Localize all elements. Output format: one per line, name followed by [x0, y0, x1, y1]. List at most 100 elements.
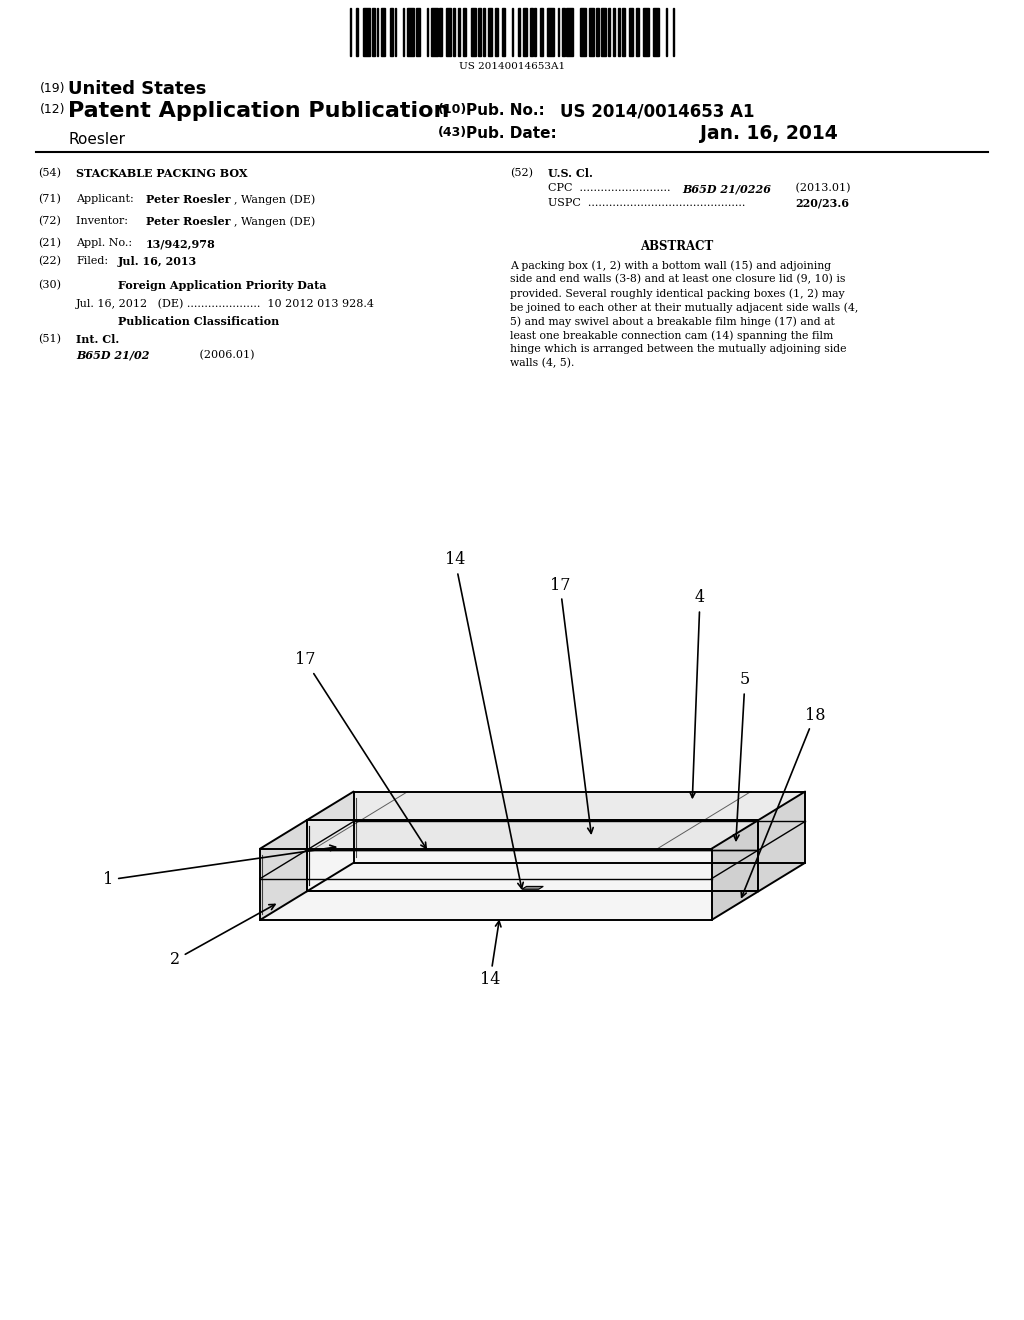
Text: USPC  .............................................: USPC ...................................…	[548, 198, 753, 209]
Bar	[636, 8, 639, 55]
Bar	[540, 8, 543, 55]
Polygon shape	[260, 849, 712, 920]
Text: (52): (52)	[510, 168, 534, 178]
Text: 1: 1	[102, 845, 336, 888]
Text: Publication Classification: Publication Classification	[118, 315, 280, 327]
Text: ABSTRACT: ABSTRACT	[640, 240, 714, 253]
Text: walls (4, 5).: walls (4, 5).	[510, 358, 574, 368]
Text: Inventor:: Inventor:	[76, 216, 131, 226]
Text: 18: 18	[741, 706, 825, 898]
Bar	[482, 8, 485, 55]
Text: Filed:: Filed:	[76, 256, 109, 267]
Polygon shape	[759, 792, 805, 891]
Text: B65D 21/02: B65D 21/02	[76, 350, 150, 360]
Text: Jan. 16, 2014: Jan. 16, 2014	[700, 124, 838, 143]
Bar	[502, 8, 505, 55]
Text: US 2014/0014653 A1: US 2014/0014653 A1	[560, 103, 755, 121]
Bar	[589, 8, 594, 55]
Text: be joined to each other at their mutually adjacent side walls (4,: be joined to each other at their mutuall…	[510, 302, 858, 313]
Text: Pub. Date:: Pub. Date:	[466, 125, 557, 141]
Text: 220/23.6: 220/23.6	[795, 198, 849, 209]
Polygon shape	[522, 887, 544, 890]
Text: 17: 17	[295, 652, 426, 849]
Bar	[362, 8, 370, 55]
Bar	[463, 8, 466, 55]
Bar	[390, 8, 393, 55]
Text: Applicant:: Applicant:	[76, 194, 137, 205]
Text: (2006.01): (2006.01)	[168, 350, 255, 360]
Polygon shape	[260, 820, 307, 920]
Text: (43): (43)	[438, 125, 467, 139]
Bar	[517, 8, 520, 55]
Bar	[558, 8, 559, 55]
Text: least one breakable connection cam (14) spanning the film: least one breakable connection cam (14) …	[510, 330, 834, 341]
Bar	[623, 8, 625, 55]
Text: Jul. 16, 2013: Jul. 16, 2013	[118, 256, 198, 267]
Bar	[643, 8, 649, 55]
Polygon shape	[307, 792, 353, 891]
Bar	[630, 8, 634, 55]
Text: Foreign Application Priority Data: Foreign Application Priority Data	[118, 280, 327, 290]
Text: US 20140014653A1: US 20140014653A1	[459, 62, 565, 71]
Bar	[408, 8, 415, 55]
Bar	[618, 8, 620, 55]
Text: Roesler: Roesler	[68, 132, 125, 147]
Bar	[535, 8, 536, 55]
Text: United States: United States	[68, 81, 207, 98]
Bar	[612, 8, 615, 55]
Text: (72): (72)	[38, 216, 60, 226]
Bar	[416, 8, 420, 55]
Text: , Wangen (DE): , Wangen (DE)	[234, 216, 315, 227]
Bar	[523, 8, 527, 55]
Text: Patent Application Publication: Patent Application Publication	[68, 102, 450, 121]
Bar	[454, 8, 455, 55]
Text: (12): (12)	[40, 103, 66, 116]
Text: (54): (54)	[38, 168, 61, 178]
Text: 2: 2	[170, 904, 275, 969]
Text: (19): (19)	[40, 82, 66, 95]
Polygon shape	[307, 820, 759, 891]
Text: Peter Roesler: Peter Roesler	[146, 194, 230, 205]
Bar	[431, 8, 438, 55]
Text: 17: 17	[550, 577, 593, 833]
Text: 5: 5	[733, 672, 751, 841]
Bar	[458, 8, 461, 55]
Bar	[666, 8, 667, 55]
Text: U.S. Cl.: U.S. Cl.	[548, 168, 593, 180]
Text: Peter Roesler: Peter Roesler	[146, 216, 230, 227]
Text: (71): (71)	[38, 194, 60, 205]
Text: STACKABLE PACKING BOX: STACKABLE PACKING BOX	[76, 168, 248, 180]
Text: side and end walls (3-8) and at least one closure lid (9, 10) is: side and end walls (3-8) and at least on…	[510, 275, 846, 284]
Text: Int. Cl.: Int. Cl.	[76, 334, 119, 345]
Text: , Wangen (DE): , Wangen (DE)	[234, 194, 315, 205]
Text: 4: 4	[690, 590, 706, 797]
Bar	[377, 8, 378, 55]
Text: (51): (51)	[38, 334, 61, 345]
Bar	[381, 8, 385, 55]
Bar	[439, 8, 442, 55]
Text: (10): (10)	[438, 103, 467, 116]
Bar	[562, 8, 565, 55]
Bar	[394, 8, 396, 55]
Text: hinge which is arranged between the mutually adjoining side: hinge which is arranged between the mutu…	[510, 345, 847, 354]
Text: 5) and may swivel about a breakable film hinge (17) and at: 5) and may swivel about a breakable film…	[510, 315, 835, 326]
Text: A packing box (1, 2) with a bottom wall (15) and adjoining: A packing box (1, 2) with a bottom wall …	[510, 260, 831, 271]
Text: (22): (22)	[38, 256, 61, 267]
Bar	[581, 8, 586, 55]
Bar	[530, 8, 532, 55]
Bar	[653, 8, 658, 55]
Polygon shape	[260, 820, 759, 849]
Text: Jul. 16, 2012   (DE) .....................  10 2012 013 928.4: Jul. 16, 2012 (DE) .....................…	[76, 298, 375, 309]
Text: 13/942,978: 13/942,978	[146, 238, 216, 249]
Text: provided. Several roughly identical packing boxes (1, 2) may: provided. Several roughly identical pack…	[510, 288, 845, 298]
Text: Appl. No.:: Appl. No.:	[76, 238, 135, 248]
Bar	[566, 8, 573, 55]
Text: (2013.01): (2013.01)	[792, 183, 851, 193]
Bar	[427, 8, 428, 55]
Text: (21): (21)	[38, 238, 61, 248]
Text: 14: 14	[480, 921, 501, 989]
Text: CPC  ..........................: CPC ..........................	[548, 183, 678, 193]
Bar	[403, 8, 404, 55]
Bar	[608, 8, 609, 55]
Text: B65D 21/0226: B65D 21/0226	[682, 183, 771, 194]
